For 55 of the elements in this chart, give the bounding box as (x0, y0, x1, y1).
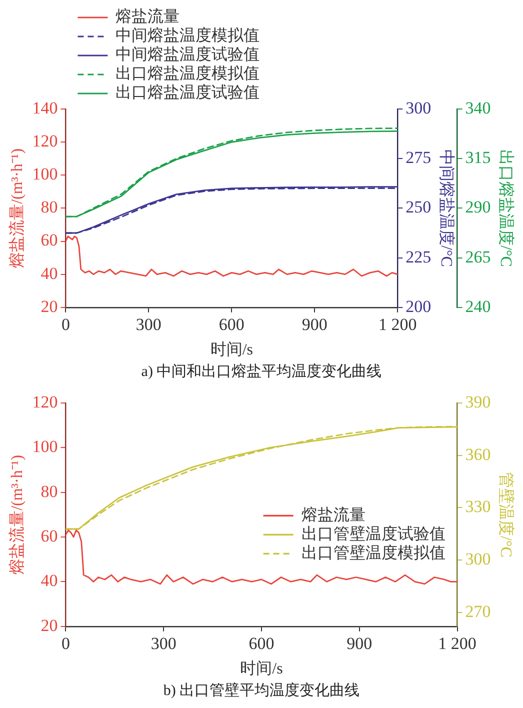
y-tick-label: 100 (32, 164, 58, 184)
x-axis-title: 时间/s (210, 340, 253, 359)
x-tick-label: 900 (302, 315, 328, 334)
x-tick-label: 300 (136, 315, 162, 334)
y-tick-label: 40 (40, 264, 58, 283)
x-tick-label: 600 (218, 315, 244, 334)
y-tick-label: 80 (40, 198, 58, 217)
legend-label: 出口管壁温度试验值 (301, 524, 446, 543)
y2-axis-title: 管壁温度/°C (497, 472, 516, 558)
y3-tick-label: 265 (465, 247, 491, 266)
legend-label: 中间熔盐温度模拟值 (116, 26, 260, 45)
y-tick-label: 40 (40, 571, 58, 590)
y3-tick-label: 290 (465, 198, 491, 217)
y2-axis-title: 中间熔盐温度/°C (437, 149, 456, 267)
legend-label: 出口管壁温度模拟值 (301, 544, 446, 562)
y-axis-title: 熔盐流量/(m³·h⁻¹) (8, 148, 26, 268)
y-tick-label: 140 (32, 98, 58, 118)
x-tick-label: 0 (61, 315, 70, 334)
y2-tick-label: 270 (465, 602, 491, 621)
x-tick-label: 900 (346, 634, 372, 654)
y2-tick-label: 275 (406, 148, 432, 168)
legend-label: 熔盐流量 (116, 8, 180, 26)
legend-label: 中间熔盐温度试验值 (116, 46, 260, 64)
text: a) 中间和出口熔盐平均温度变化曲线 (140, 362, 383, 381)
legend-label: 熔盐流量 (301, 506, 366, 524)
legend-label: 出口熔盐温度模拟值 (116, 64, 260, 83)
y3-axis-title: 出口熔盐温度/°C (497, 149, 516, 267)
x-tick-label: 600 (248, 634, 274, 654)
y2-tick-label: 250 (406, 198, 432, 217)
y-tick-label: 60 (40, 526, 58, 546)
y3-tick-label: 340 (465, 98, 491, 118)
y2-tick-label: 390 (465, 392, 491, 412)
y2-tick-label: 330 (465, 497, 491, 516)
y2-tick-label: 360 (465, 444, 491, 464)
y-tick-label: 120 (32, 392, 58, 412)
x-axis-title: 时间/s (240, 660, 283, 678)
legend-label: 出口熔盐温度试验值 (116, 84, 260, 102)
x-tick-label: 1 200 (438, 634, 476, 654)
y3-tick-label: 240 (465, 296, 491, 316)
y-tick-label: 100 (32, 437, 58, 456)
y3-tick-label: 315 (465, 148, 491, 168)
y-tick-label: 60 (40, 230, 58, 250)
y-tick-label: 20 (40, 616, 58, 635)
x-tick-label: 0 (61, 634, 70, 654)
y-tick-label: 120 (32, 132, 58, 151)
y2-tick-label: 300 (406, 98, 432, 118)
y2-tick-label: 225 (406, 247, 432, 266)
y-tick-label: 20 (40, 296, 58, 316)
y-tick-label: 80 (40, 482, 58, 501)
text: b) 出口管壁平均温度变化曲线 (162, 681, 361, 700)
y2-tick-label: 200 (406, 296, 432, 316)
y2-tick-label: 300 (465, 550, 491, 569)
x-tick-label: 300 (150, 634, 176, 654)
x-tick-label: 1 200 (378, 315, 417, 334)
y-axis-title: 熔盐流量/(m³·h⁻¹) (8, 454, 26, 574)
